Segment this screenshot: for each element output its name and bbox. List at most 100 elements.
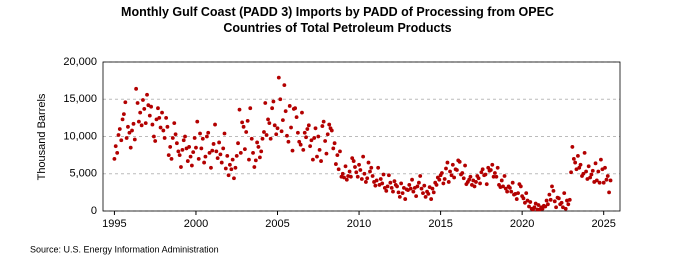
point (256, 145, 261, 149)
point (577, 165, 582, 170)
point (562, 191, 567, 196)
point (153, 139, 158, 143)
point (594, 178, 599, 183)
point (247, 157, 251, 162)
point (147, 113, 152, 118)
point (181, 138, 186, 143)
point (467, 177, 472, 182)
point (563, 206, 568, 211)
point (192, 136, 197, 140)
point (234, 153, 239, 158)
point (180, 148, 185, 152)
point (566, 202, 571, 207)
point (373, 183, 378, 188)
point (550, 184, 554, 189)
point (270, 106, 275, 111)
point (571, 156, 576, 161)
point (396, 190, 401, 195)
point (392, 179, 397, 184)
point (460, 171, 465, 175)
point (503, 186, 508, 191)
point (297, 139, 302, 144)
point (282, 83, 287, 87)
x-tick-label: 2015 (428, 218, 452, 230)
point (134, 86, 139, 91)
point (312, 136, 317, 140)
point (275, 126, 280, 131)
point (474, 180, 478, 184)
point (264, 133, 269, 137)
point (294, 115, 299, 120)
point (437, 177, 442, 182)
point (523, 200, 527, 205)
point (191, 150, 196, 155)
point (240, 120, 245, 125)
point (327, 122, 332, 127)
x-tick-label: 2010 (347, 218, 371, 230)
point (422, 183, 427, 188)
point (121, 112, 126, 117)
point (223, 166, 228, 171)
point (267, 121, 272, 125)
point (603, 165, 607, 170)
point (229, 167, 234, 172)
point (321, 119, 326, 124)
point (384, 188, 389, 193)
point (259, 149, 264, 154)
point (194, 145, 198, 150)
point (370, 174, 375, 178)
point (559, 200, 564, 205)
point (359, 177, 364, 181)
point (222, 131, 227, 136)
point (381, 172, 386, 177)
point (132, 137, 137, 142)
point (376, 165, 381, 170)
point (238, 150, 243, 155)
point (116, 133, 121, 137)
point (457, 159, 462, 164)
point (130, 128, 134, 133)
point (202, 160, 207, 165)
point (146, 103, 151, 108)
point (183, 134, 187, 139)
point (604, 177, 609, 182)
point (596, 169, 601, 174)
point (335, 153, 340, 158)
point (203, 154, 208, 159)
point (162, 136, 167, 140)
point (279, 129, 284, 134)
y-axis-label: Thousand Barrels (36, 93, 48, 180)
point (406, 188, 410, 193)
point (395, 184, 399, 189)
point (350, 156, 355, 161)
point (336, 167, 341, 172)
point (331, 146, 336, 151)
point (211, 142, 216, 146)
point (441, 181, 446, 186)
point (514, 197, 519, 201)
point (306, 123, 311, 128)
point (547, 192, 552, 197)
point (505, 189, 510, 194)
point (154, 117, 159, 122)
point (445, 160, 450, 165)
point (295, 130, 300, 135)
point (584, 169, 588, 174)
x-tick-label: 2025 (591, 218, 615, 230)
point (364, 180, 368, 184)
point (402, 186, 406, 190)
point (400, 191, 405, 196)
point (225, 153, 230, 158)
point (145, 92, 149, 97)
point (169, 156, 174, 161)
point (397, 194, 402, 199)
y-tick-label: 10,000 (63, 130, 97, 142)
point (315, 154, 319, 159)
point (218, 152, 223, 157)
point (313, 126, 318, 131)
point (215, 156, 220, 161)
point (540, 206, 545, 211)
point (117, 127, 122, 131)
point (434, 183, 439, 187)
point (417, 180, 421, 185)
